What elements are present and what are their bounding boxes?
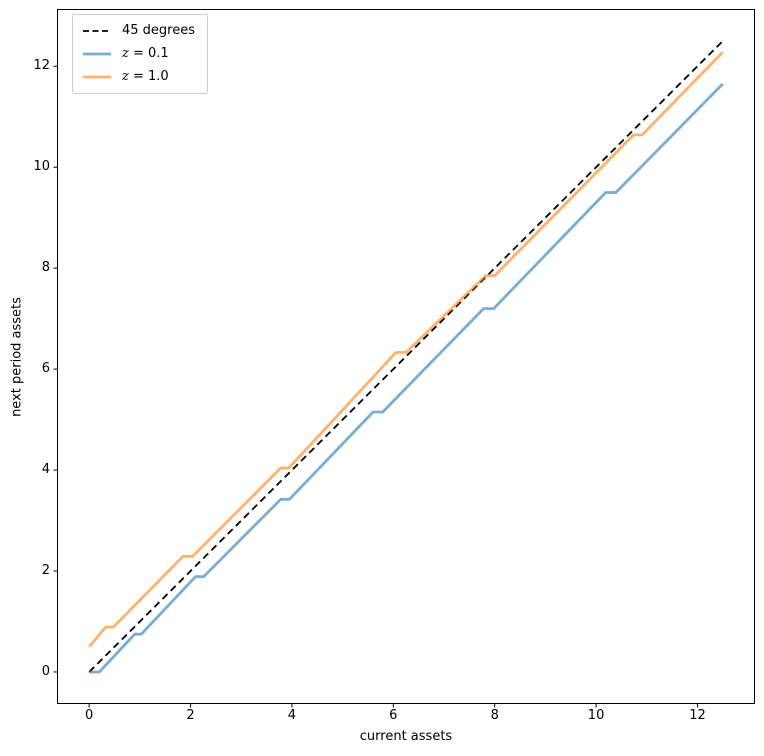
series-line-1: [89, 82, 724, 674]
legend-line-sample-z-1-0: [83, 75, 111, 79]
legend-item-z-1-0: z = 1.0: [81, 68, 195, 86]
legend-line-sample-z-0-1: [83, 52, 111, 56]
y-tick-label: 12: [33, 58, 50, 74]
y-tick-label: 8: [41, 260, 50, 276]
x-tick-label: 10: [587, 708, 605, 723]
plot-border: [57, 9, 755, 704]
legend-item-45-degrees: 45 degrees: [81, 22, 195, 40]
x-axis-label: current assets: [359, 729, 453, 744]
x-tick-label: 4: [287, 708, 297, 723]
y-tick-label: 10: [33, 159, 50, 175]
y-tick-label: 4: [41, 462, 50, 478]
x-tick-label: 2: [186, 708, 195, 723]
y-axis-label: next period assets: [9, 296, 25, 417]
legend-item-z-0-1: z = 0.1: [81, 45, 195, 63]
legend-label: 45 degrees: [122, 23, 196, 38]
legend-label: z = 1.0: [122, 69, 169, 84]
series-line-0: [88, 40, 724, 673]
x-tick-label: 6: [389, 708, 398, 723]
x-tick-label: 0: [85, 708, 94, 723]
y-tick-label: 2: [41, 563, 50, 578]
x-tick-label: 8: [490, 708, 499, 723]
y-tick-label: 0: [41, 663, 50, 679]
legend-line-sample-45-degrees: [83, 30, 111, 32]
legend-label: z = 0.1: [122, 46, 169, 61]
x-tick-label: 12: [689, 708, 706, 723]
series-line-2: [88, 51, 724, 648]
y-tick-label: 6: [41, 361, 50, 377]
legend: 45 degrees z = 0.1 z = 1.0: [72, 14, 209, 94]
